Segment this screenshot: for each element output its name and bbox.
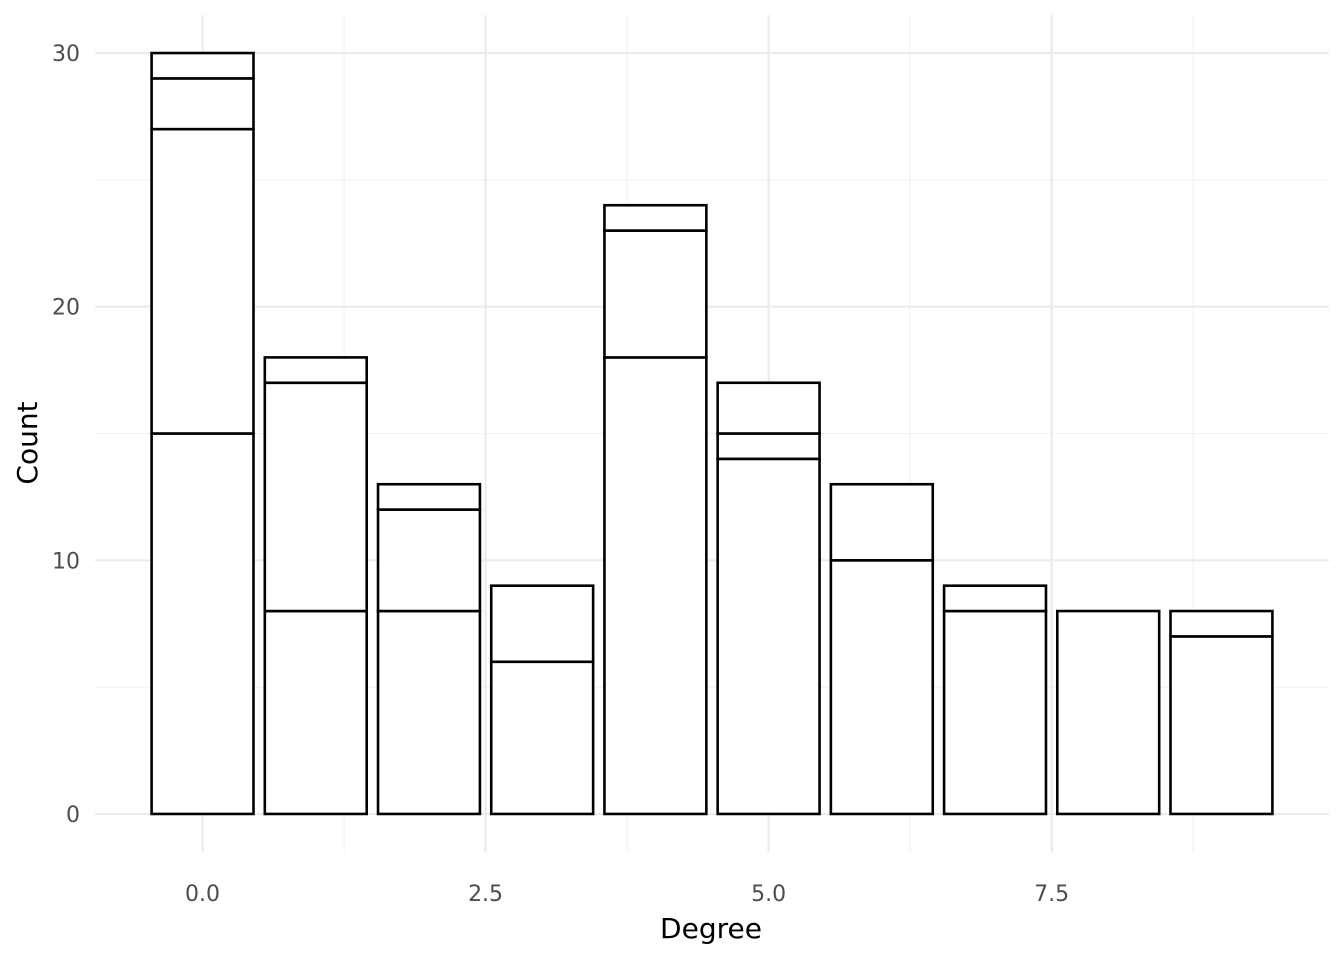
y-tick-label: 0 — [66, 803, 80, 828]
bar-segment — [603, 229, 708, 359]
bar-segment — [716, 457, 821, 816]
bar-segment — [263, 609, 369, 816]
bar-segment — [829, 559, 935, 816]
x-tick-label: 2.5 — [468, 882, 503, 907]
y-axis-title: Count — [11, 401, 44, 484]
x-tick-label: 5.0 — [751, 882, 786, 907]
x-tick-label: 7.5 — [1034, 882, 1069, 907]
bar-segment — [376, 508, 482, 613]
x-axis-title: Degree — [660, 912, 762, 945]
y-tick-label: 10 — [52, 549, 80, 574]
bar-segment — [603, 356, 708, 816]
bar-segment — [1169, 609, 1274, 638]
y-tick-label: 30 — [52, 42, 80, 67]
bar-segment — [263, 381, 369, 613]
bar-segment — [716, 432, 821, 461]
bar-segment — [376, 482, 482, 511]
bar-segment — [829, 482, 935, 562]
y-tick-label: 20 — [52, 296, 80, 321]
bar-segment — [603, 203, 708, 232]
bar-segment — [150, 51, 255, 80]
bar-segment — [150, 432, 255, 816]
bar-segment — [263, 356, 369, 385]
bar-segment — [942, 609, 1048, 816]
bar-segment — [716, 381, 821, 435]
bar-segment — [942, 584, 1048, 613]
bar-segment — [150, 127, 255, 435]
bar-segment — [1169, 635, 1274, 816]
bar-segment — [376, 609, 482, 816]
bar-segment — [1055, 609, 1161, 816]
bars — [150, 51, 1274, 816]
tick-labels: 0.0 2.5 5.0 7.5 0 10 20 30 — [52, 42, 1069, 907]
x-tick-label: 0.0 — [185, 882, 220, 907]
bar-segment — [489, 584, 595, 664]
bar-segment — [489, 660, 595, 816]
bar-segment — [150, 77, 255, 131]
